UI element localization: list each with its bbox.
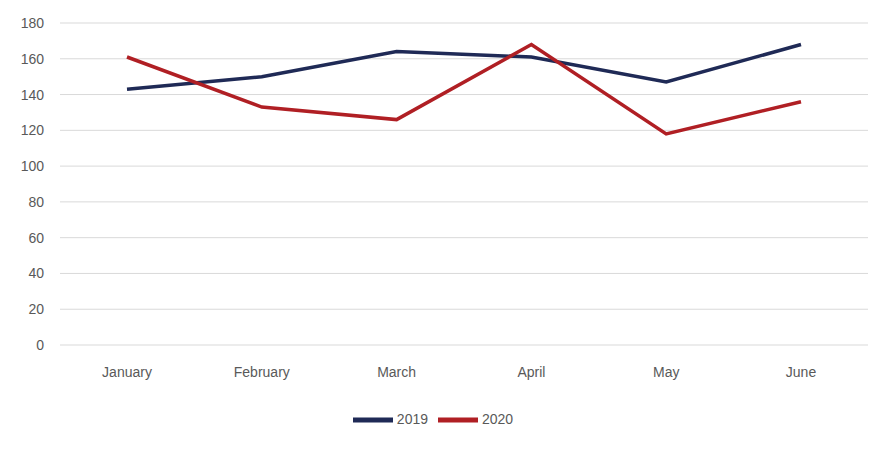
svg-text:January: January <box>102 364 152 380</box>
svg-text:80: 80 <box>28 194 44 210</box>
html-text:2020: 2020 <box>482 410 514 427</box>
svg-text:140: 140 <box>21 87 45 103</box>
svg-text:0: 0 <box>36 337 44 353</box>
svg-text:March: March <box>377 364 416 380</box>
svg-text:May: May <box>653 364 679 380</box>
svg-text:April: April <box>517 364 545 380</box>
svg-text:180: 180 <box>21 15 45 31</box>
svg-text:40: 40 <box>28 265 44 281</box>
svg-text:60: 60 <box>28 230 44 246</box>
html-text:2019: 2019 <box>396 410 428 427</box>
svg-text:February: February <box>234 364 290 380</box>
svg-text:120: 120 <box>21 122 45 138</box>
svg-text:100: 100 <box>21 158 45 174</box>
svg-text:20: 20 <box>28 301 44 317</box>
svg-text:June: June <box>786 364 817 380</box>
svg-text:160: 160 <box>21 51 45 67</box>
